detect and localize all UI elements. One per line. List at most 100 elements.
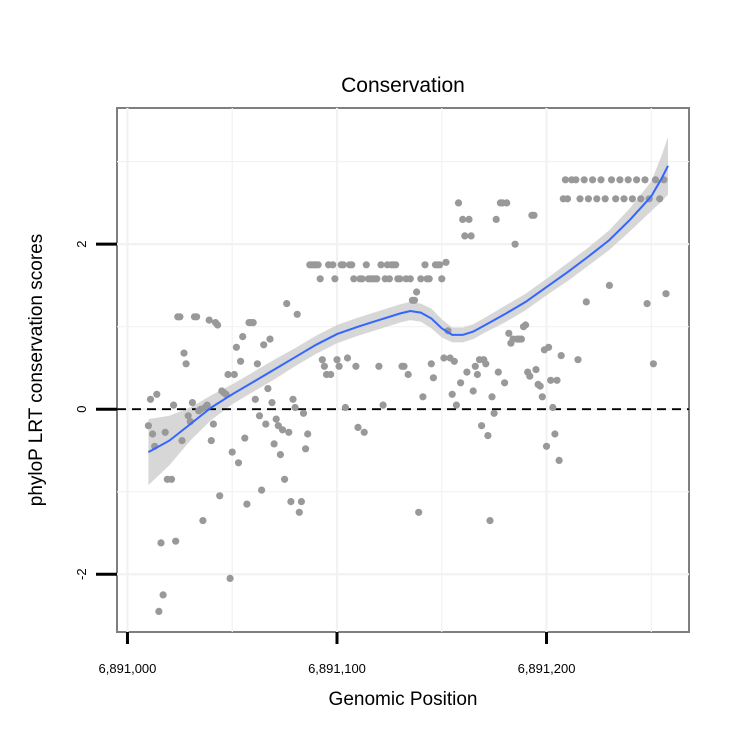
data-point [228,448,236,456]
data-point [607,176,616,184]
data-point [241,434,249,442]
data-point [172,537,180,545]
data-point [501,379,509,387]
data-point [255,412,264,420]
x-tick-label: 6,891,000 [99,661,157,676]
data-point [553,376,561,384]
data-point [331,275,339,283]
data-point [580,176,588,184]
data-point [593,195,601,203]
data-point [180,349,188,357]
data-point [457,379,465,387]
data-point [530,211,538,219]
data-point [419,393,427,401]
data-point [542,442,551,450]
data-point [153,390,161,398]
data-point [205,316,213,324]
y-axis-ticks: -2 0 2 [74,241,117,580]
data-point [333,356,341,364]
data-point [482,360,490,368]
y-tick-label: 2 [74,241,89,248]
data-point [149,430,157,438]
data-point [427,360,435,368]
data-point [304,430,312,438]
data-point [239,333,247,341]
data-point [517,335,526,343]
data-point [406,275,414,283]
data-point [232,343,240,351]
data-point [182,360,190,368]
x-tick-label: 6,891,100 [308,661,366,676]
data-point [203,401,211,409]
data-point [348,261,356,269]
data-point [253,360,261,368]
data-point [314,261,322,269]
data-point [438,275,446,283]
data-point [272,415,280,423]
data-point [329,261,337,269]
data-point [620,195,628,203]
data-point [461,232,469,240]
y-tick-label: -2 [74,568,89,580]
data-point [176,313,184,321]
y-tick-label: 0 [74,406,89,413]
data-point [452,401,460,409]
data-point [557,352,565,360]
data-point [224,370,232,379]
data-point [249,319,257,327]
data-point [410,296,419,304]
data-point [454,199,463,207]
data-point [159,591,167,599]
data-point [576,195,584,203]
data-point [442,258,450,266]
data-point [293,310,301,318]
data-point [362,261,370,269]
data-point [601,195,609,203]
data-point [421,261,429,269]
data-point [318,356,326,364]
data-point [503,199,511,207]
data-point [299,409,308,417]
data-point [316,275,324,283]
data-point [473,370,481,379]
data-point [335,362,343,370]
data-point [469,387,477,395]
data-point [230,370,238,379]
data-point [258,486,266,494]
data-point [281,475,289,483]
data-point [628,195,637,203]
x-tick-label: 6,891,200 [518,661,576,676]
data-point [555,456,563,464]
x-axis-title: Genomic Position [329,689,478,710]
data-point [404,370,412,379]
data-point [486,517,494,525]
smooth-trend-line [147,165,669,453]
data-point [264,385,272,393]
data-point [377,261,385,269]
data-point [467,232,475,240]
data-point [157,539,165,547]
data-point [214,321,222,329]
data-point [488,393,496,401]
data-point [146,395,155,403]
data-point [574,356,582,364]
data-point [270,440,278,448]
plot-panel [116,107,690,633]
data-point [582,298,590,306]
data-point [302,445,310,453]
data-point [287,498,295,506]
data-point [209,420,217,428]
data-point [341,403,349,412]
data-point [392,261,400,269]
data-point [589,176,597,184]
data-point [633,176,641,184]
data-point [549,403,557,412]
data-point [400,362,408,370]
data-point [511,240,519,248]
data-point [545,343,553,351]
data-point [251,395,259,403]
data-point [199,517,207,525]
data-point [494,368,502,376]
y-axis-title: phyloP LRT conservation scores [26,234,47,507]
data-point [415,508,423,516]
